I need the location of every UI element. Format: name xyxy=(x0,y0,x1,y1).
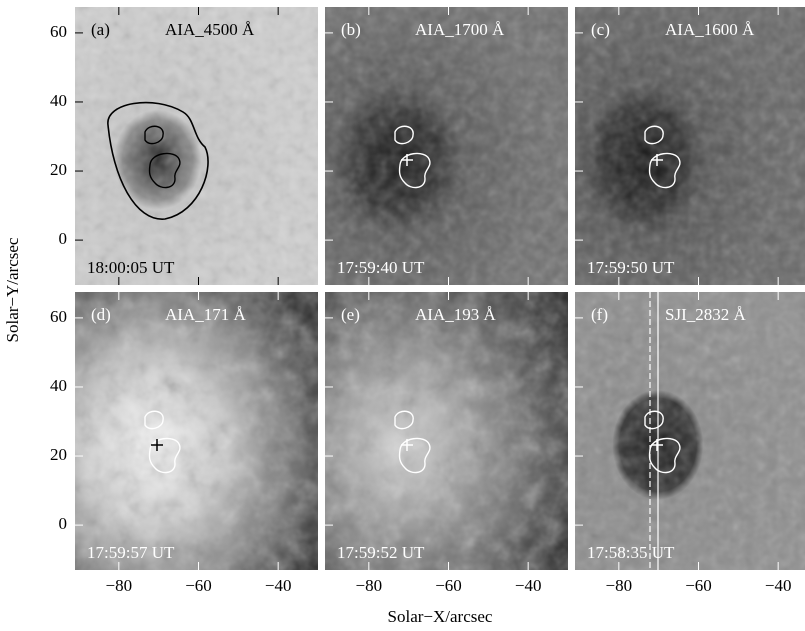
y-tick-label: 60 xyxy=(50,22,67,41)
image-panel: (d) AIA_171 Å 17:59:57 UT −80 −60 −40 0 20 40 60 xyxy=(50,292,318,595)
y-tick-label: 60 xyxy=(50,307,67,326)
panel-channel: AIA_1700 Å xyxy=(415,20,505,39)
panel-time: 17:59:40 UT xyxy=(337,258,425,277)
x-axis-label: Solar−X/arcsec xyxy=(388,607,493,626)
panel-grid: (a) AIA_4500 Å 18:00:05 UT 0 20 40 60 (b) AIA_17… xyxy=(50,7,805,595)
image-panel: (e) AIA_193 Å 17:59:52 UT −80 −60 −40 xyxy=(325,292,568,595)
panel-channel: AIA_193 Å xyxy=(415,305,496,324)
panel-time: 17:59:50 UT xyxy=(587,258,675,277)
panel-channel: SJI_2832 Å xyxy=(665,305,746,324)
panel-channel: AIA_171 Å xyxy=(165,305,246,324)
panel-channel: AIA_4500 Å xyxy=(165,20,255,39)
panel-label: (c) xyxy=(591,20,610,39)
panel-texture xyxy=(75,292,318,570)
panel-texture xyxy=(575,292,805,570)
y-tick-label: 0 xyxy=(59,514,68,533)
x-tick-label: −60 xyxy=(185,576,212,595)
x-tick-label: −80 xyxy=(356,576,383,595)
image-panel: (b) AIA_1700 Å 17:59:40 UT xyxy=(325,7,568,285)
panel-label: (a) xyxy=(91,20,110,39)
x-tick-label: −60 xyxy=(435,576,462,595)
panel-label: (b) xyxy=(341,20,361,39)
x-tick-label: −80 xyxy=(106,576,133,595)
panel-texture xyxy=(575,7,805,285)
x-tick-label: −80 xyxy=(606,576,633,595)
image-panel: (c) AIA_1600 Å 17:59:50 UT xyxy=(575,7,805,285)
y-axis-label: Solar−Y/arcsec xyxy=(3,237,22,342)
y-tick-label: 0 xyxy=(59,229,68,248)
figure: (a) AIA_4500 Å 18:00:05 UT 0 20 40 60 (b) AIA_17… xyxy=(0,0,805,631)
x-tick-label: −40 xyxy=(265,576,292,595)
panel-time: 17:59:52 UT xyxy=(337,543,425,562)
panel-time: 17:58:35 UT xyxy=(587,543,675,562)
panel-label: (e) xyxy=(341,305,360,324)
panel-label: (f) xyxy=(591,305,608,324)
panel-channel: AIA_1600 Å xyxy=(665,20,755,39)
panel-texture xyxy=(325,7,568,285)
panel-time: 18:00:05 UT xyxy=(87,258,175,277)
image-panel: (f) SJI_2832 Å 17:58:35 UT −80 −60 −40 xyxy=(575,292,805,595)
x-tick-label: −60 xyxy=(685,576,712,595)
image-panel: (a) AIA_4500 Å 18:00:05 UT 0 20 40 60 xyxy=(50,7,318,285)
panel-texture xyxy=(325,292,568,570)
y-tick-label: 40 xyxy=(50,376,67,395)
x-tick-label: −40 xyxy=(765,576,792,595)
x-tick-label: −40 xyxy=(515,576,542,595)
y-tick-label: 40 xyxy=(50,91,67,110)
y-tick-label: 20 xyxy=(50,160,67,179)
panel-time: 17:59:57 UT xyxy=(87,543,175,562)
panel-label: (d) xyxy=(91,305,111,324)
y-tick-label: 20 xyxy=(50,445,67,464)
